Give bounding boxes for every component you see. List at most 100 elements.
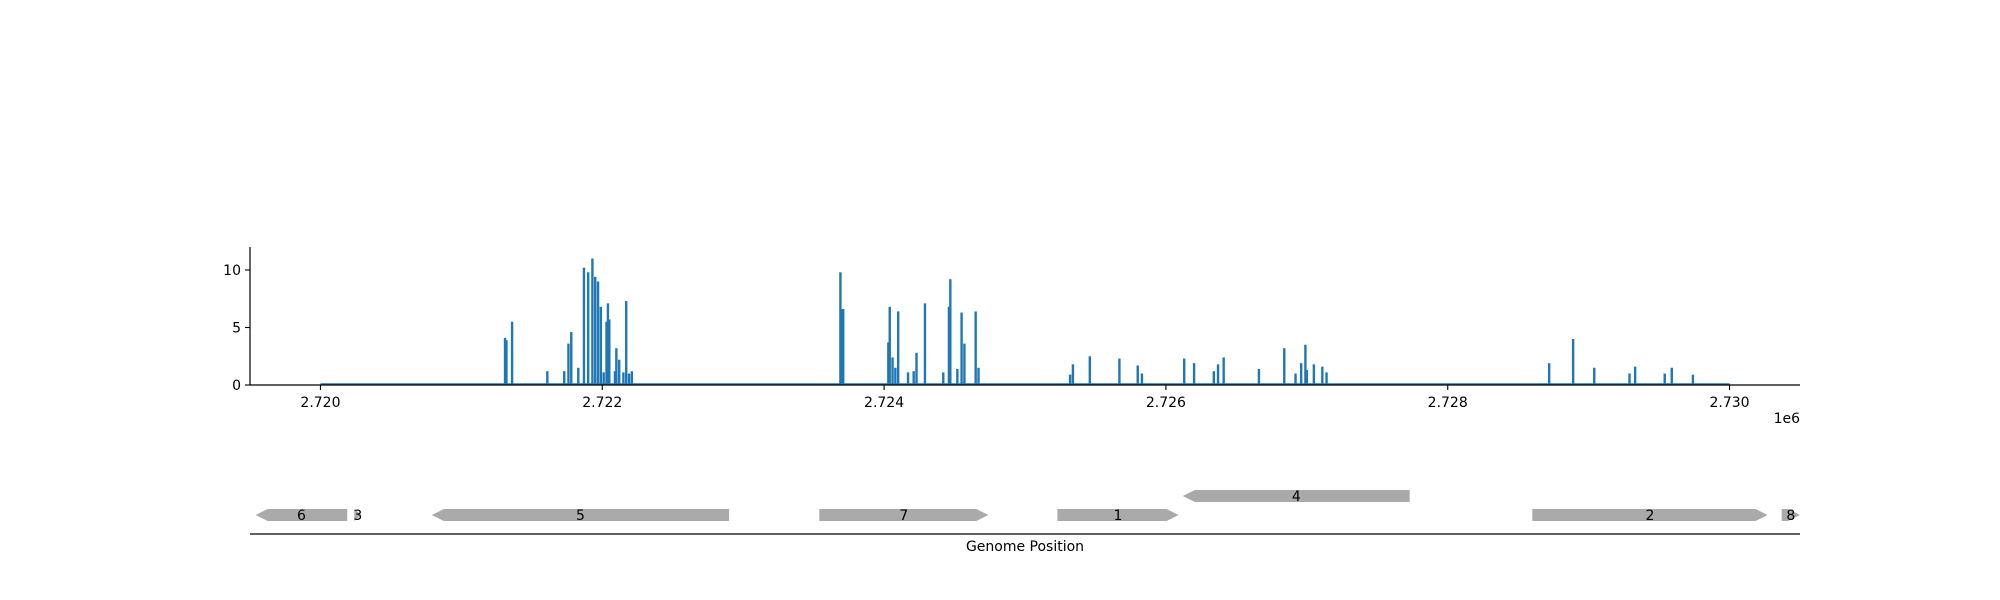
coverage-bar-19 xyxy=(615,348,618,385)
gene-arrow-2 xyxy=(1532,509,1768,521)
y-tick-label: 5 xyxy=(232,321,241,337)
coverage-bar-21 xyxy=(622,372,625,385)
gene-arrow-4 xyxy=(1182,490,1410,502)
x-tick-label: 2.724 xyxy=(864,395,904,411)
coverage-bar-66 xyxy=(1571,339,1575,385)
coverage-bar-56 xyxy=(1257,368,1261,385)
coverage-bar-69 xyxy=(1633,366,1637,385)
gene-x-axis-label: Genome Position xyxy=(966,539,1084,555)
coverage-bar-71 xyxy=(1670,367,1673,385)
coverage-bar-13 xyxy=(599,306,603,385)
coverage-bar-23 xyxy=(627,373,631,385)
x-axis-offset-label: 1e6 xyxy=(1774,411,1801,427)
coverage-bar-16 xyxy=(606,303,610,385)
gene-label-3: 3 xyxy=(353,508,362,524)
coverage-bar-60 xyxy=(1304,344,1307,385)
gene-label-2: 2 xyxy=(1645,508,1654,524)
coverage-bar-65 xyxy=(1547,363,1551,385)
coverage-bar-45 xyxy=(1068,374,1072,385)
coverage-bar-38 xyxy=(947,306,951,385)
coverage-bar-18 xyxy=(613,371,617,385)
coverage-bar-37 xyxy=(942,372,945,385)
coverage-bar-0 xyxy=(503,337,507,385)
gene-arrow-3 xyxy=(354,509,362,521)
coverage-bar-24 xyxy=(630,371,634,385)
coverage-bar-29 xyxy=(888,306,891,385)
coverage-bar-51 xyxy=(1183,358,1186,385)
gene-arrow-8 xyxy=(1781,509,1800,521)
coverage-bar-36 xyxy=(923,303,927,385)
gene-label-1: 1 xyxy=(1114,508,1123,524)
x-tick-label: 2.730 xyxy=(1709,395,1749,411)
gene-features: 6 3 5 7 1 4 2 8 xyxy=(255,489,1800,524)
coverage-bar-34 xyxy=(912,371,915,385)
gene-label-8: 8 xyxy=(1786,508,1795,524)
coverage-bar-44 xyxy=(977,367,980,385)
coverage-bar-58 xyxy=(1294,373,1297,385)
coverage-bar-32 xyxy=(896,311,900,385)
y-tick-label: 0 xyxy=(232,378,241,394)
gene-arrow-5 xyxy=(431,509,730,521)
coverage-bar-12 xyxy=(596,281,600,385)
coverage-bar-3 xyxy=(546,371,549,385)
coverage-bar-2 xyxy=(510,321,514,385)
coverage-panel: 2.720 2.722 2.724 2.726 2.728 2.730 0 5 10 1e6 xyxy=(223,247,1800,427)
gene-arrow-1 xyxy=(1057,509,1179,521)
coverage-bar-11 xyxy=(594,276,597,385)
coverage-bar-47 xyxy=(1088,356,1092,385)
coverage-bar-14 xyxy=(602,372,605,385)
coverage-bar-62 xyxy=(1312,364,1316,385)
coverage-bar-64 xyxy=(1325,372,1328,385)
coverage-bar-63 xyxy=(1321,366,1324,385)
coverage-bar-1 xyxy=(505,340,508,385)
coverage-bar-4 xyxy=(563,371,566,385)
coverage-bar-27 xyxy=(842,309,845,385)
y-tick-label: 10 xyxy=(223,263,241,279)
gene-arrow-7 xyxy=(819,509,989,521)
coverage-y-ticks: 0 5 10 xyxy=(223,263,250,394)
coverage-x-ticks: 2.720 2.722 2.724 2.726 2.728 2.730 xyxy=(300,385,1750,411)
gene-arrow-6 xyxy=(255,509,348,521)
coverage-bar-8 xyxy=(582,267,586,385)
gene-label-5: 5 xyxy=(576,508,585,524)
coverage-bar-43 xyxy=(974,311,977,385)
coverage-bar-57 xyxy=(1283,348,1286,385)
coverage-bar-28 xyxy=(887,342,890,385)
coverage-bar-48 xyxy=(1118,358,1121,385)
coverage-bars xyxy=(503,258,1695,385)
gene-label-7: 7 xyxy=(899,508,908,524)
coverage-bar-70 xyxy=(1663,373,1666,385)
coverage-bar-9 xyxy=(586,272,590,385)
coverage-bar-54 xyxy=(1216,364,1220,385)
coverage-bar-30 xyxy=(891,357,894,385)
coverage-bar-10 xyxy=(591,258,594,385)
coverage-bar-72 xyxy=(1691,374,1695,385)
coverage-bar-33 xyxy=(906,372,910,385)
coverage-bar-39 xyxy=(949,279,952,385)
x-tick-label: 2.728 xyxy=(1428,395,1468,411)
coverage-bar-22 xyxy=(625,301,628,385)
x-tick-label: 2.722 xyxy=(582,395,622,411)
coverage-bar-20 xyxy=(617,359,621,385)
coverage-bar-42 xyxy=(963,343,966,385)
gene-track-panel: 6 3 5 7 1 4 2 8 Genome Position xyxy=(250,489,1800,555)
coverage-bar-61 xyxy=(1305,370,1309,385)
coverage-bar-31 xyxy=(894,367,897,385)
gene-label-6: 6 xyxy=(297,508,306,524)
coverage-bar-46 xyxy=(1071,364,1075,385)
coverage-bar-67 xyxy=(1593,367,1596,385)
coverage-bar-7 xyxy=(577,367,580,385)
x-tick-label: 2.720 xyxy=(300,395,340,411)
coverage-bar-6 xyxy=(570,332,573,385)
coverage-bar-5 xyxy=(567,343,570,385)
coverage-bar-52 xyxy=(1192,363,1196,385)
coverage-bar-50 xyxy=(1140,373,1144,385)
coverage-bar-25 xyxy=(839,272,842,385)
x-tick-label: 2.726 xyxy=(1146,395,1186,411)
coverage-bar-26 xyxy=(840,309,844,385)
coverage-bar-68 xyxy=(1628,373,1631,385)
coverage-bar-55 xyxy=(1222,357,1225,385)
gene-label-4: 4 xyxy=(1292,489,1301,505)
coverage-bar-17 xyxy=(608,319,611,385)
